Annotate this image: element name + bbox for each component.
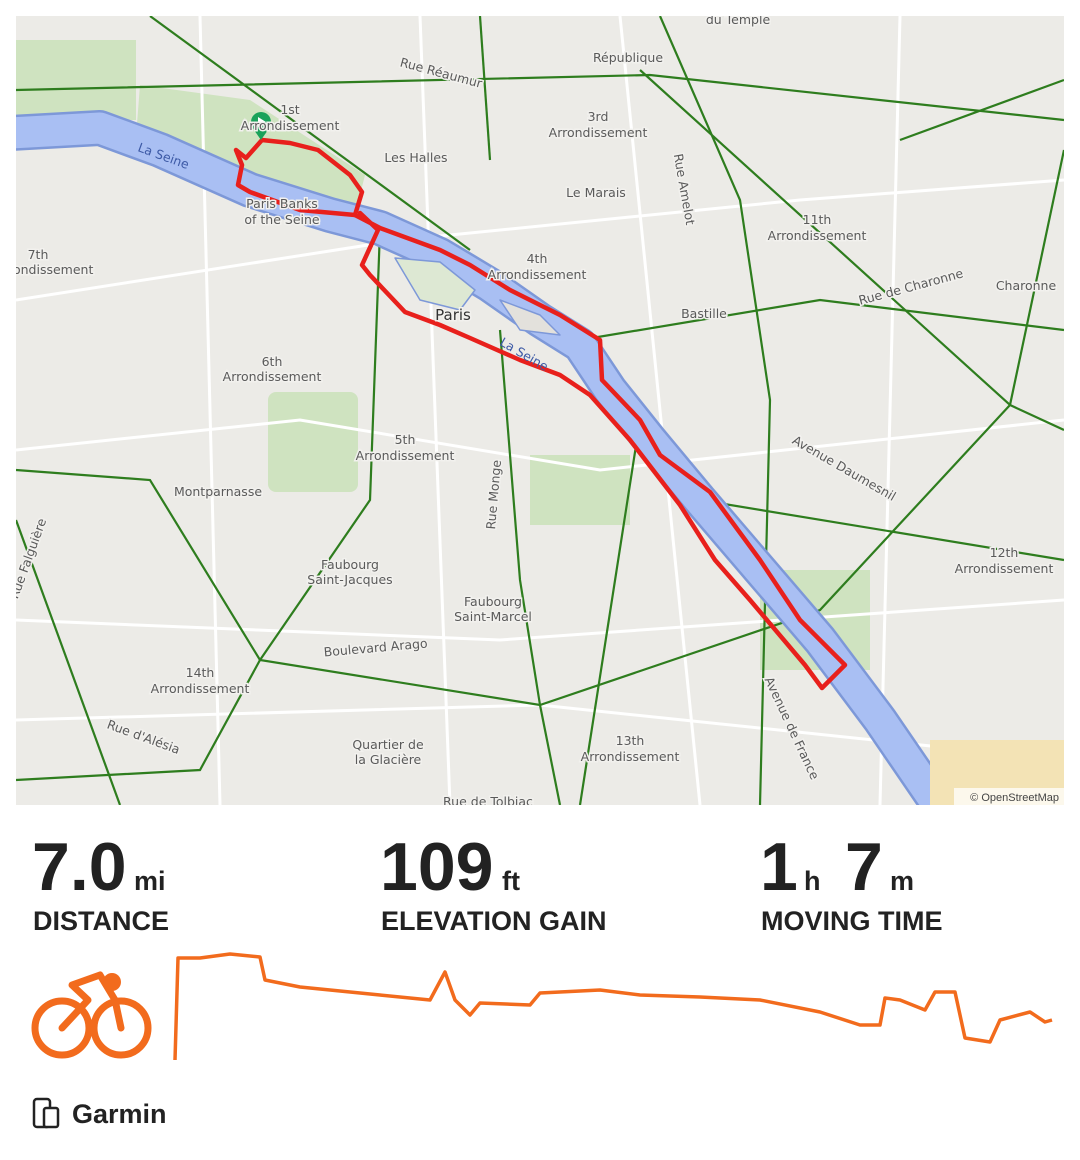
map: du Temple République Rue Réaumur 1st Arr…: [0, 12, 1064, 809]
map-label: Saint-Jacques: [307, 572, 392, 587]
map-city: Paris: [435, 306, 471, 324]
streets: [16, 16, 1064, 805]
device-name: Garmin: [72, 1099, 167, 1129]
stat-label: MOVING TIME: [761, 906, 943, 936]
map-label: Saint-Marcel: [454, 609, 532, 624]
stat-unit: m: [890, 866, 914, 896]
stat-label: ELEVATION GAIN: [381, 906, 607, 936]
map-attribution: © OpenStreetMap: [970, 792, 1059, 804]
attribution-bg: [954, 788, 1064, 805]
map-label: Faubourg: [464, 594, 522, 609]
map-label: Arrondissement: [768, 228, 867, 243]
map-label: 11th: [803, 212, 832, 227]
map-label: Paris Banks: [246, 196, 318, 211]
map-label: Bastille: [681, 306, 727, 321]
map-label: Faubourg: [321, 557, 379, 572]
map-label: Arrondissement: [223, 369, 322, 384]
map-label: Arrondissement: [0, 262, 93, 277]
map-label: 4th: [527, 251, 548, 266]
device-icon: [32, 1097, 60, 1129]
map-label: Quartier de: [352, 737, 424, 752]
stat-unit: mi: [134, 866, 166, 896]
stat-unit: ft: [502, 866, 520, 896]
map-label: Arrondissement: [356, 448, 455, 463]
stat-unit: h: [804, 866, 821, 896]
stat-value: 1: [760, 829, 798, 905]
map-label: Arrondissement: [581, 749, 680, 764]
elevation-profile: [173, 952, 1053, 1061]
map-label: la Glacière: [355, 752, 422, 767]
map-label: du Temple: [706, 12, 771, 27]
map-label: Arrondissement: [488, 267, 587, 282]
start-marker: [251, 112, 271, 140]
map-label: Arrondissement: [549, 125, 648, 140]
route: [233, 137, 365, 218]
map-label: 1st: [280, 102, 299, 117]
stat-value: 7.0: [32, 829, 127, 905]
stat-label: DISTANCE: [33, 906, 169, 936]
map-label: 6th: [262, 354, 283, 369]
map-label: Charonne: [996, 278, 1057, 293]
ride-icon: [31, 971, 152, 1059]
map-label: 13th: [616, 733, 645, 748]
map-label: 7th: [28, 247, 49, 262]
map-label: Montparnasse: [174, 484, 262, 499]
stat-value: 109: [380, 829, 493, 905]
map-label: Arrondissement: [955, 561, 1054, 576]
stats: 7.0 mi DISTANCE 109 ft ELEVATION GAIN 1 …: [32, 829, 943, 936]
map-label: République: [593, 50, 663, 65]
map-label: of the Seine: [244, 212, 320, 227]
map-label: 5th: [395, 432, 416, 447]
map-label: 14th: [186, 665, 215, 680]
map-label: Arrondissement: [151, 681, 250, 696]
route: [352, 210, 848, 691]
map-label: Rue de Tolbiac: [443, 794, 533, 809]
bike-lanes: [16, 16, 1064, 805]
map-label: 3rd: [588, 109, 609, 124]
map-label: 12th: [990, 545, 1019, 560]
stat-value: 7: [845, 829, 883, 905]
map-labels: du Temple République Rue Réaumur 1st Arr…: [0, 12, 1058, 809]
map-label: Les Halles: [384, 150, 447, 165]
map-label: Le Marais: [566, 185, 626, 200]
map-label: Arrondissement: [241, 118, 340, 133]
